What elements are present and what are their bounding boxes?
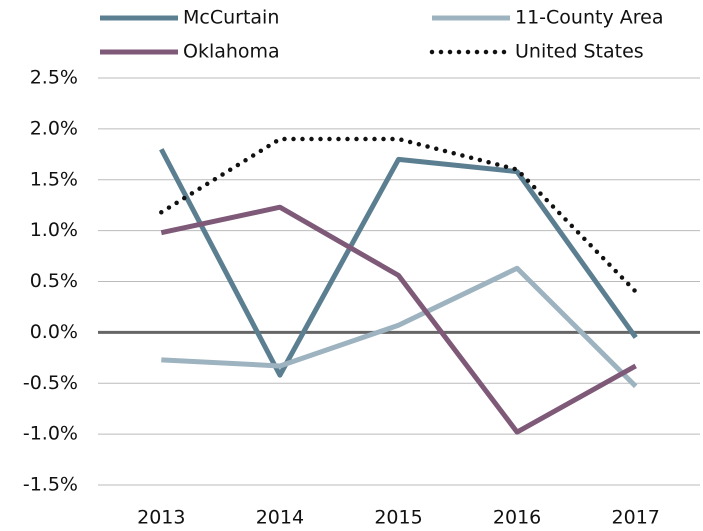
legend-label: McCurtain — [183, 7, 279, 29]
series-line — [159, 148, 638, 378]
y-tick-label: 1.5% — [30, 168, 78, 190]
y-tick-label: 0.0% — [30, 321, 78, 343]
legend-label: 11-County Area — [515, 7, 663, 29]
x-tick-label: 2017 — [612, 507, 660, 529]
legend-label: Oklahoma — [183, 41, 280, 63]
x-tick-label: 2016 — [493, 507, 541, 529]
y-tick-label: -0.5% — [23, 372, 78, 394]
series-line — [161, 265, 638, 389]
y-tick-label: 2.0% — [30, 117, 78, 139]
y-tick-label: -1.5% — [23, 474, 78, 496]
x-tick-label: 2015 — [374, 507, 422, 529]
y-tick-label: 2.5% — [30, 67, 78, 89]
y-tick-label: -1.0% — [23, 423, 78, 445]
y-tick-label: 1.0% — [30, 219, 78, 241]
legend-label: United States — [515, 41, 644, 63]
x-tick-label: 2014 — [256, 507, 304, 529]
y-tick-label: 0.5% — [30, 270, 78, 292]
series-line — [160, 204, 637, 435]
x-tick-label: 2013 — [137, 507, 185, 529]
